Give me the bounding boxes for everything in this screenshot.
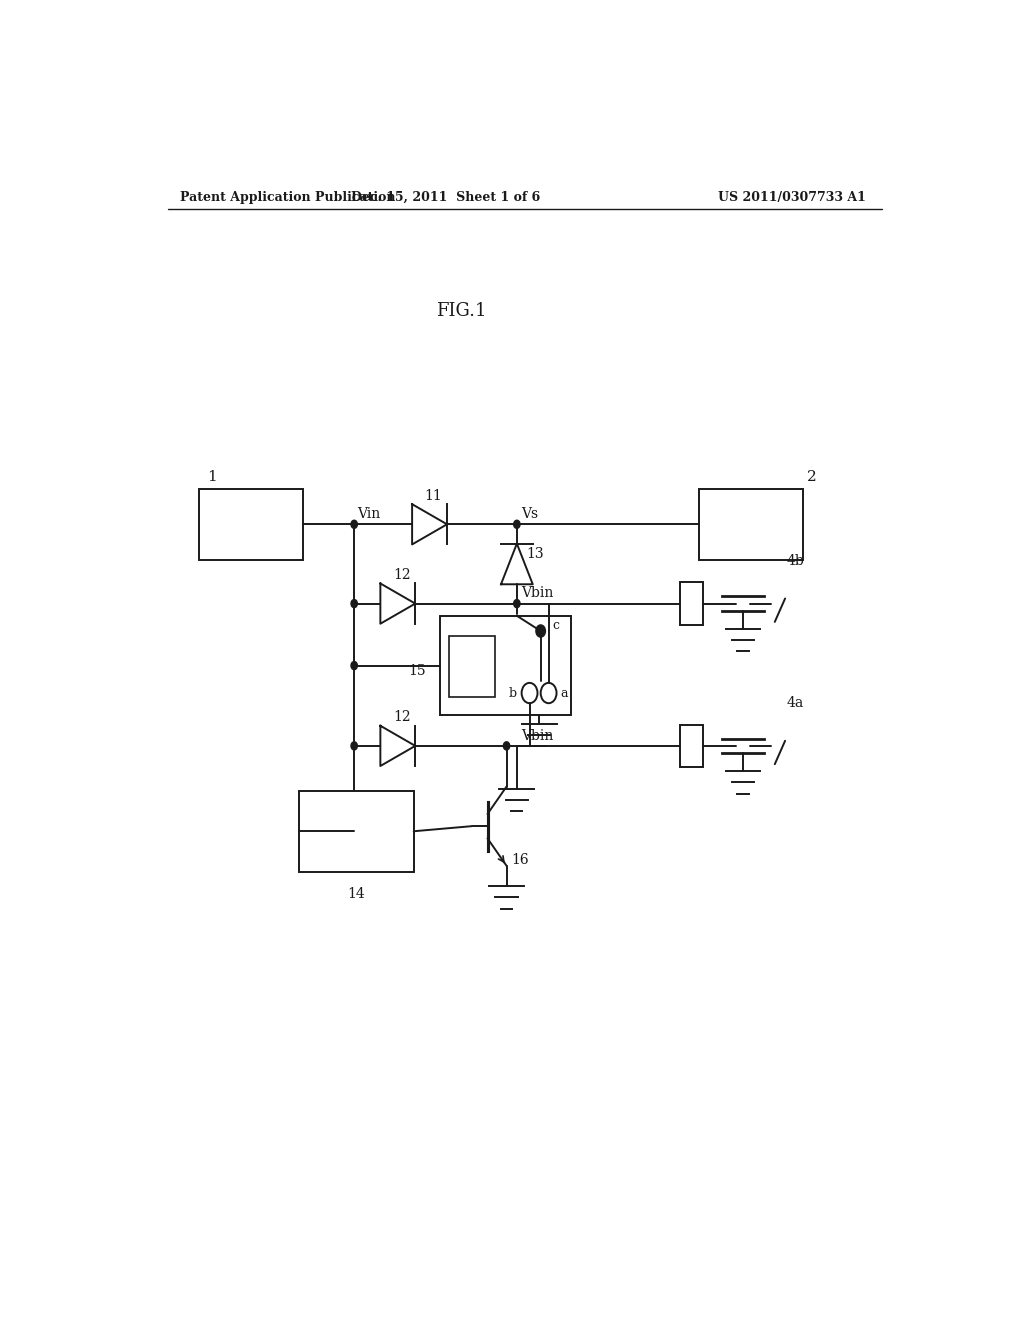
- Circle shape: [514, 599, 520, 607]
- Text: Vin: Vin: [357, 507, 381, 521]
- Text: Vbin: Vbin: [521, 586, 554, 601]
- Text: 12: 12: [393, 710, 411, 725]
- Text: 11: 11: [425, 488, 442, 503]
- Text: 13: 13: [526, 546, 544, 561]
- Text: FIG.1: FIG.1: [436, 302, 486, 319]
- Circle shape: [351, 661, 357, 669]
- Bar: [200, 488, 303, 560]
- Text: 4b: 4b: [786, 554, 805, 568]
- Bar: [699, 488, 803, 560]
- Bar: [680, 582, 703, 624]
- Text: 15: 15: [409, 664, 426, 677]
- Circle shape: [504, 742, 510, 750]
- Circle shape: [351, 520, 357, 528]
- Text: 14: 14: [347, 887, 365, 902]
- Text: b: b: [509, 686, 517, 700]
- Bar: [440, 615, 570, 715]
- Text: 16: 16: [511, 853, 529, 867]
- Text: US 2011/0307733 A1: US 2011/0307733 A1: [718, 190, 866, 203]
- Text: Dec. 15, 2011  Sheet 1 of 6: Dec. 15, 2011 Sheet 1 of 6: [351, 190, 540, 203]
- Bar: [450, 636, 496, 697]
- Text: 1: 1: [207, 470, 217, 483]
- Text: c: c: [553, 619, 559, 632]
- Text: 2: 2: [807, 470, 816, 483]
- Text: Patent Application Publication: Patent Application Publication: [179, 190, 395, 203]
- Circle shape: [514, 520, 520, 528]
- Bar: [680, 725, 703, 767]
- Text: Vbin: Vbin: [521, 729, 554, 743]
- Circle shape: [351, 742, 357, 750]
- Bar: [299, 791, 414, 873]
- Text: Vs: Vs: [521, 507, 539, 521]
- Circle shape: [351, 599, 357, 607]
- Circle shape: [536, 624, 546, 638]
- Text: 12: 12: [393, 568, 411, 582]
- Text: 4a: 4a: [786, 696, 804, 710]
- Text: a: a: [560, 686, 568, 700]
